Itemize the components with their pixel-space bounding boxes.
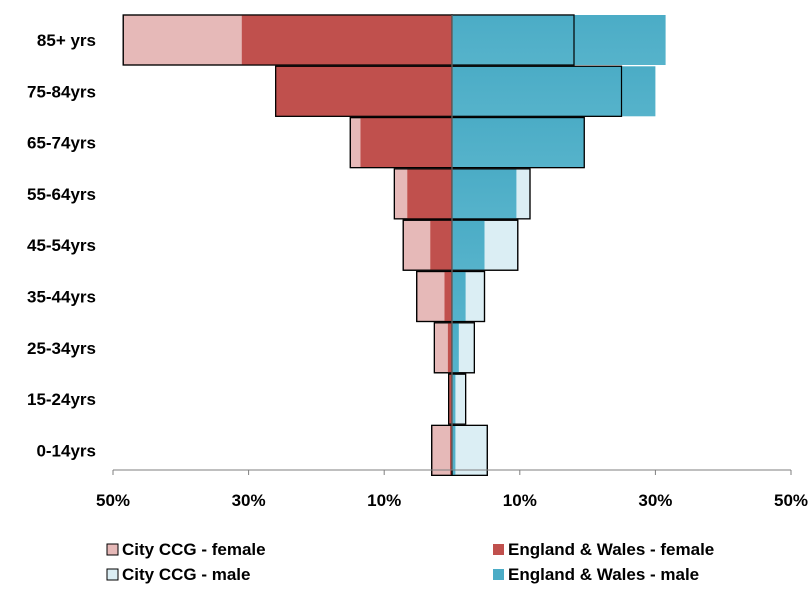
category-labels: 85+ yrs 75-84yrs 65-74yrs 55-64yrs 45-54yrs 3…	[27, 31, 96, 460]
bar-city-ccg-female-0-14yrs	[432, 425, 452, 475]
bar-england-wales-male-25-34yrs	[452, 323, 459, 373]
bar-england-wales-female-55-64yrs	[407, 169, 452, 219]
x-tick-label: 30%	[638, 491, 672, 510]
bar-england-wales-male-55-64yrs	[452, 169, 516, 219]
category-label: 25-34yrs	[27, 339, 96, 358]
bar-england-wales-male-65-74yrs	[452, 118, 584, 168]
x-axis: 50% 30% 10% 10% 30% 50%	[96, 15, 808, 510]
category-label: 55-64yrs	[27, 185, 96, 204]
bar-city-ccg-male-0-14yrs	[452, 425, 487, 475]
category-label: 65-74yrs	[27, 134, 96, 153]
category-label: 15-24yrs	[27, 390, 96, 409]
legend: City CCG - female England & Wales - femal…	[107, 540, 714, 584]
x-tick-label: 50%	[96, 491, 130, 510]
category-label: 45-54yrs	[27, 236, 96, 255]
bar-england-wales-female-25-34yrs	[448, 323, 452, 373]
bar-england-wales-female-65-74yrs	[361, 118, 453, 168]
legend-swatch	[493, 569, 504, 580]
legend-label: City CCG - female	[122, 540, 266, 559]
bar-england-wales-female-45-54yrs	[430, 220, 452, 270]
bars-layer	[123, 15, 665, 475]
bar-england-wales-female-75-84yrs	[276, 66, 452, 116]
legend-swatch	[107, 544, 118, 555]
bar-england-wales-female-35-44yrs	[445, 272, 453, 322]
bar-england-wales-male-85-yrs	[452, 15, 666, 65]
x-tick-label: 30%	[232, 491, 266, 510]
x-tick-label: 50%	[774, 491, 808, 510]
bar-england-wales-male-45-54yrs	[452, 220, 485, 270]
bar-england-wales-male-35-44yrs	[452, 272, 466, 322]
legend-swatch	[493, 544, 504, 555]
category-label: 35-44yrs	[27, 288, 96, 307]
legend-swatch	[107, 569, 118, 580]
category-label: 85+ yrs	[37, 31, 96, 50]
legend-label: England & Wales - male	[508, 565, 699, 584]
legend-label: England & Wales - female	[508, 540, 714, 559]
category-label: 0-14yrs	[36, 441, 96, 460]
legend-label: City CCG - male	[122, 565, 250, 584]
bar-england-wales-female-85-yrs	[242, 15, 452, 65]
bar-england-wales-male-75-84yrs	[452, 66, 655, 116]
category-label: 75-84yrs	[27, 82, 96, 101]
x-tick-label: 10%	[367, 491, 401, 510]
x-tick-label: 10%	[503, 491, 537, 510]
